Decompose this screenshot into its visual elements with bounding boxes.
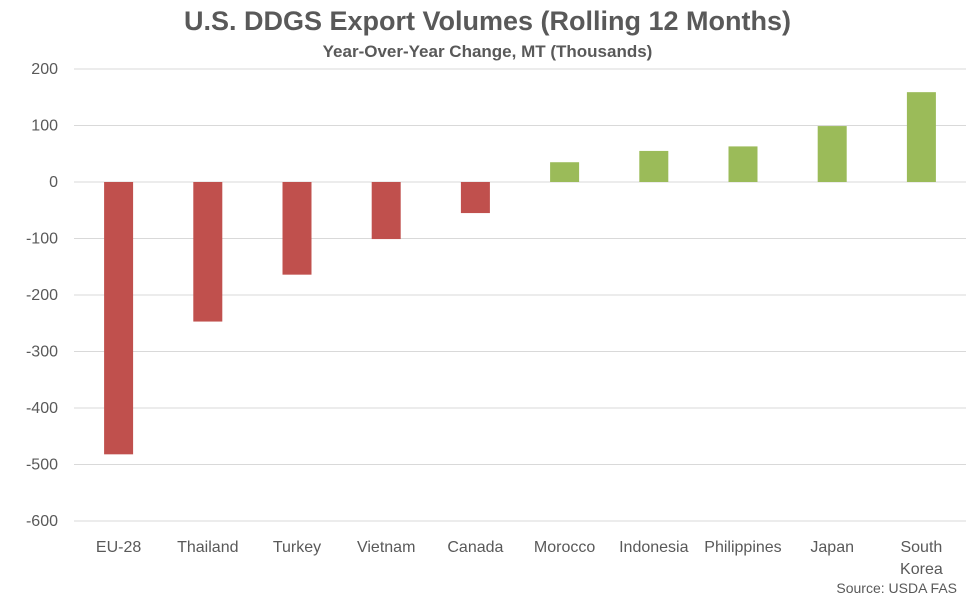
x-tick-label: Vietnam [357, 539, 415, 556]
x-tick-label: EU-28 [96, 539, 141, 556]
y-tick-label: 0 [49, 174, 58, 191]
x-tick-label: Philippines [704, 539, 781, 556]
x-tick-label: Thailand [177, 539, 238, 556]
x-tick-label: Indonesia [619, 539, 688, 556]
x-tick-label: Japan [810, 539, 854, 556]
x-tick-label: Morocco [534, 539, 595, 556]
source-note: Source: USDA FAS [836, 580, 957, 596]
y-tick-label: 100 [31, 118, 58, 135]
bar [460, 182, 490, 214]
y-tick-label: -300 [26, 344, 58, 361]
bar [282, 182, 312, 275]
bar [193, 182, 223, 322]
y-tick-label: 200 [31, 61, 58, 78]
y-tick-label: -200 [26, 287, 58, 304]
y-tick-label: -100 [26, 231, 58, 248]
chart-title: U.S. DDGS Export Volumes (Rolling 12 Mon… [183, 6, 792, 36]
bar [906, 92, 936, 182]
bar [371, 182, 401, 240]
chart-subtitle: Year-Over-Year Change, MT (Thousands) [322, 42, 653, 61]
bar [817, 126, 847, 182]
bar [639, 150, 669, 182]
y-tick-label: -400 [26, 400, 58, 417]
y-tick-label: -600 [26, 513, 58, 530]
bar [550, 162, 580, 182]
bar [104, 182, 134, 455]
bar [728, 146, 758, 182]
y-tick-label: -500 [26, 457, 58, 474]
x-tick-label: South Korea [900, 539, 943, 578]
x-tick-label: Turkey [273, 539, 321, 556]
x-tick-label: Canada [447, 539, 503, 556]
